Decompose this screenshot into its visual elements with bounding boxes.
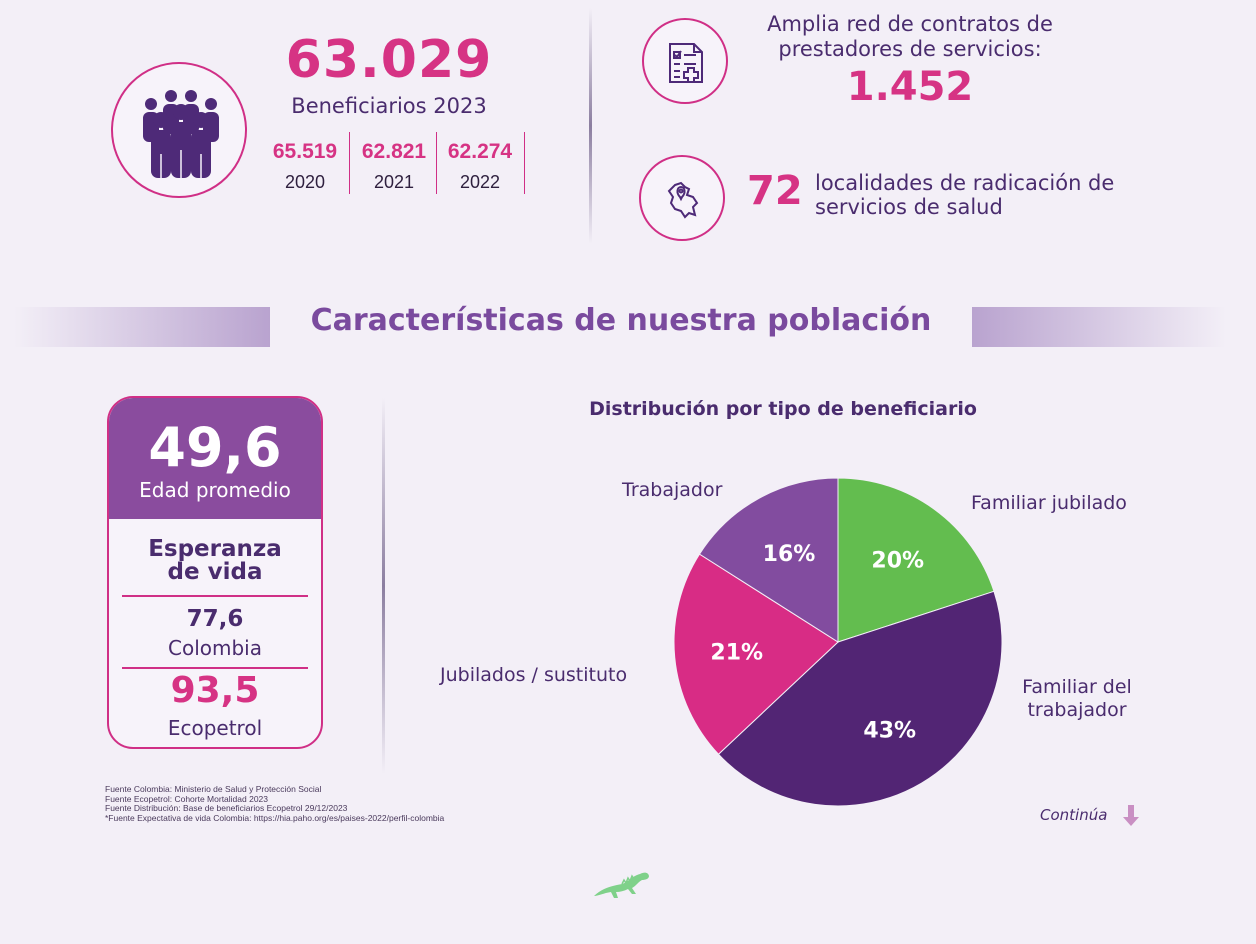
source-line: Fuente Ecopetrol: Cohorte Mortalidad 202… [105, 793, 269, 804]
age-card-header: 49,6 Edad promedio [109, 398, 321, 519]
pie-slice-label-2: 21% [710, 641, 763, 666]
year-2022-stat: 62.274 2022 [437, 140, 523, 193]
year-label: 2020 [284, 172, 326, 192]
ecopetrol-label: Ecopetrol [167, 716, 263, 740]
section-title: Características de nuestra población [310, 303, 932, 338]
pie-chart: 20% 43% 21% 16% [673, 477, 1003, 807]
localities-text: localidades de radicación de servicios d… [815, 171, 1115, 219]
year-value: 65.519 [272, 140, 338, 163]
beneficiaries-icon-circle [111, 62, 247, 198]
source-line: Fuente Colombia: Ministerio de Salud y P… [105, 784, 322, 794]
provider-icon-circle [642, 18, 728, 104]
continue-label[interactable]: Continúa [1040, 806, 1108, 824]
pie-slice-3 [698, 477, 839, 643]
provider-network-value: 1.452 [846, 64, 974, 110]
pie-slice-1 [717, 590, 1003, 807]
localities-value: 72 [747, 168, 803, 214]
localities-icon-circle [639, 155, 725, 241]
colombia-map-pin-icon [667, 181, 699, 219]
legend-label-jubilados-sustituto: Jubilados / sustituto [440, 664, 628, 686]
provider-network-text: Amplia red de contratos de prestadores d… [767, 12, 1053, 61]
year-2020-stat: 65.519 2020 [262, 140, 348, 193]
banner-left-band [14, 307, 270, 347]
ecopetrol-life-expectancy-value: 93,5 [170, 670, 260, 711]
source-line: Fuente Distribución: Base de beneficiari… [105, 803, 348, 813]
vertical-divider [382, 398, 385, 774]
year-label: 2021 [373, 172, 415, 192]
average-age-label: Edad promedio [139, 478, 291, 502]
legend-label-familiar-jubilado: Familiar jubilado [971, 492, 1127, 514]
card-divider [122, 595, 308, 597]
year-divider [349, 132, 350, 194]
source-line: *Fuente Expectativa de vida Colombia: ht… [105, 812, 445, 823]
pie-slice-0 [837, 477, 995, 643]
legend-label-familiar-trabajador: Familiar del trabajador [1022, 676, 1132, 721]
colombia-label: Colombia [168, 636, 262, 660]
arrow-down-icon[interactable] [1122, 805, 1140, 827]
vertical-divider [589, 8, 592, 244]
pie-slice-label-0: 20% [871, 549, 924, 574]
year-label: 2022 [459, 172, 501, 192]
year-2021-stat: 62.821 2021 [351, 140, 437, 193]
people-group-icon [143, 90, 219, 178]
year-value: 62.274 [447, 140, 513, 163]
life-expectancy-title: Esperanza de vida [148, 536, 282, 585]
colombia-life-expectancy-value: 77,6 [186, 606, 244, 632]
average-age-value: 49,6 [148, 416, 282, 479]
card-divider [122, 667, 308, 669]
pie-slice-2 [673, 553, 839, 755]
sources-notes: Fuente Colombia: Ministerio de Salud y P… [105, 784, 445, 823]
pie-slice-label-1: 43% [863, 719, 916, 744]
medical-document-icon [669, 43, 703, 83]
legend-label-trabajador: Trabajador [622, 479, 723, 501]
beneficiaries-label: Beneficiarios 2023 [291, 94, 487, 118]
chart-title: Distribución por tipo de beneficiario [589, 398, 977, 420]
year-divider [524, 132, 525, 194]
year-value: 62.821 [361, 140, 427, 163]
banner-right-band [972, 307, 1226, 347]
age-card: 49,6 Edad promedio Esperanza de vida 77,… [107, 396, 323, 749]
pie-slice-label-3: 16% [763, 542, 816, 567]
iguana-logo-icon [594, 872, 649, 898]
year-divider [436, 132, 437, 194]
beneficiaries-total: 63.029 [285, 30, 493, 90]
